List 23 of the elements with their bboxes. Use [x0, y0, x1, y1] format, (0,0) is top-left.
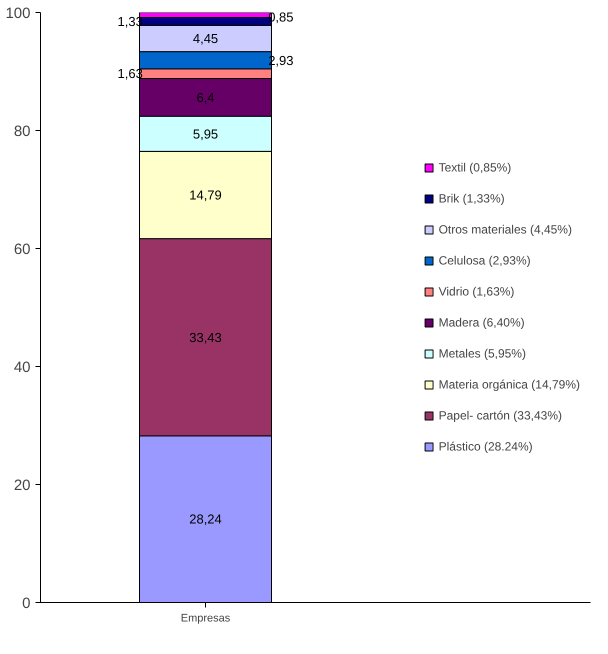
data-label: 28,24 [189, 512, 222, 527]
y-tick-label: 40 [14, 359, 31, 376]
legend-label: Plástico (28.24%) [438, 440, 533, 454]
legend-label: Madera (6,40%) [438, 316, 525, 330]
legend-label: Celulosa (2,93%) [438, 254, 531, 268]
data-label: 14,79 [189, 188, 222, 203]
legend-label: Papel- cartón (33,43%) [438, 408, 562, 422]
data-label: 4,45 [192, 30, 218, 46]
legend-label: Brik (1,33%) [438, 192, 505, 206]
y-tick-label: 0 [22, 595, 30, 612]
y-tick-label: 20 [14, 477, 31, 494]
data-label: 33,43 [189, 330, 222, 345]
y-tick-label: 80 [14, 123, 31, 140]
data-label: 6,4 [196, 90, 215, 105]
data-label: 5,95 [192, 126, 218, 142]
x-tick-label: Empresas [180, 612, 231, 624]
legend-label: Otros materiales (4,45%) [438, 222, 572, 236]
legend-label: Metales (5,95%) [438, 346, 526, 360]
legend-label: Vidrio (1,63%) [438, 284, 514, 298]
y-tick-label: 60 [14, 241, 31, 258]
y-tick-label: 100 [5, 5, 31, 22]
legend-label: Materia orgánica (14,79%) [438, 378, 580, 392]
legend-label: Textil (0,85%) [438, 160, 512, 174]
